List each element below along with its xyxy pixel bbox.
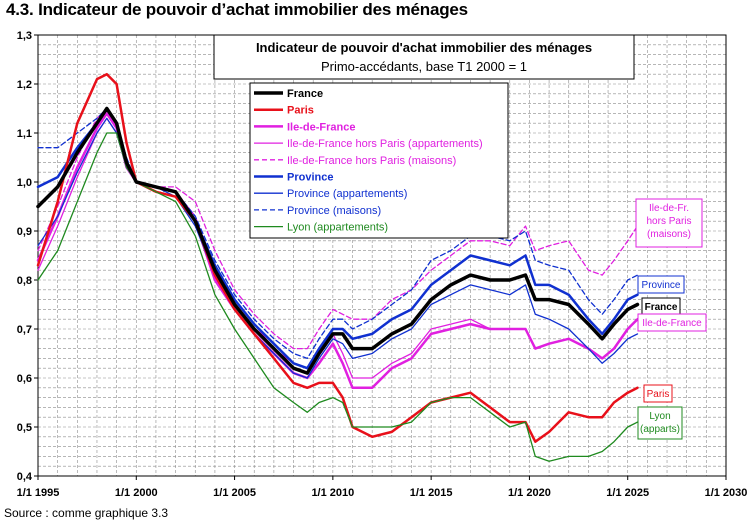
y-tick-label: 1,2 [17,79,32,91]
legend-label: Paris [287,105,314,117]
y-tick-label: 0,7 [17,324,32,336]
annotation-label: Ile-de-Fr. [649,203,689,214]
annotation-box [637,275,685,294]
legend-label: Province [287,172,333,184]
annotation-label: Paris [647,389,670,400]
annotation-label: Province [642,280,681,291]
annotation-label: (apparts) [640,424,680,435]
y-tick-label: 1,3 [17,30,32,42]
x-tick-label: 1/1 2010 [311,487,354,499]
annotation-label: (maisons) [647,229,691,240]
annotation-label: France [645,302,678,313]
legend-label: Ile-de-France hors Paris (appartements) [287,138,483,150]
legend-label: Ile-de-France [287,121,355,133]
series-line-8 [36,106,640,375]
legend-label: Province (maisons) [287,205,381,217]
y-tick-label: 0,6 [17,373,32,385]
annotation-label: Ile-de-France [642,318,702,329]
annotation-box [637,313,707,332]
y-tick-label: 0,5 [17,422,32,434]
annotations: Ile-de-Fr. hors Paris (maisons) Province Fra… [635,198,707,440]
x-tick-label: 1/1 2020 [508,487,551,499]
legend-frame [249,82,509,239]
chart-title-box: Indicateur de pouvoir d'achat immobilier… [213,34,635,80]
chart-subtitle: Primo-accédants, base T1 2000 = 1 [321,59,527,74]
x-tick-label: 1/1 2025 [606,487,649,499]
x-tick-label: 1/1 2015 [410,487,453,499]
y-tick-label: 0,4 [17,471,33,483]
legend-label: Ile-de-France hors Paris (maisons) [287,155,456,167]
legend-label: Province (appartements) [287,188,407,200]
series-line-6 [36,72,639,443]
annotation-label: Lyon [649,411,670,422]
chart-title: Indicateur de pouvoir d'achat immobilier… [256,40,592,55]
legend-label: Lyon (appartements) [287,222,388,234]
title-box-frame [213,34,635,80]
figure-heading: 4.3. Indicateur de pouvoir d’achat immob… [6,0,468,19]
legend: France Paris Ile-de-France Ile-de-France ho… [249,82,509,239]
y-tick-label: 1,0 [17,177,32,189]
annotation-box [643,384,673,403]
y-tick-label: 0,9 [17,226,32,238]
series-line-7 [37,132,639,462]
annotation-label: hors Paris [646,216,691,227]
legend-label: France [287,88,323,100]
source-note: Source : comme graphique 3.3 [4,506,169,520]
grid [37,34,727,477]
x-tick-label: 1/1 2030 [705,487,748,499]
series-lines [36,72,640,462]
y-tick-label: 1,1 [17,128,32,140]
y-tick-label: 0,8 [17,275,32,287]
x-tick-label: 1/1 2000 [115,487,158,499]
series-line-3 [37,107,639,360]
x-tick-label: 1/1 2005 [213,487,256,499]
x-tick-label: 1/1 1995 [17,487,60,499]
annotation-box [635,198,703,248]
annotation-box [637,406,683,440]
